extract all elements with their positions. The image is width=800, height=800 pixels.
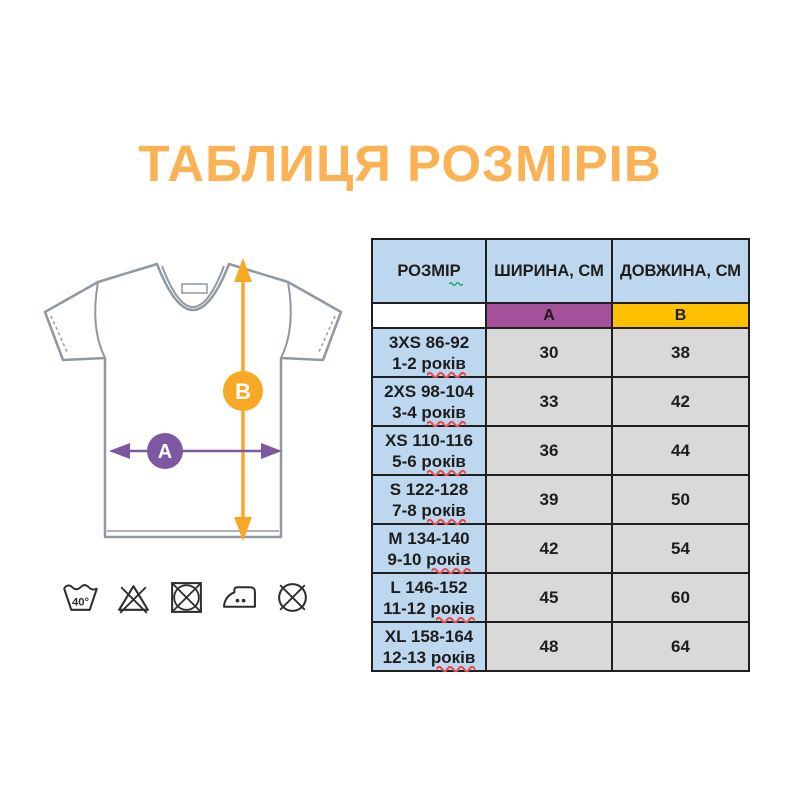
width-cell: 33 [485,376,613,427]
do-not-dry-clean-icon [278,583,307,612]
length-cell: 64 [611,621,750,672]
width-cell: 42 [485,523,613,574]
size-cell: L 146-152 11-12 років [371,572,487,623]
subheader-empty [371,302,487,329]
care-symbols: 40° [62,579,311,616]
width-cell: 30 [485,327,613,378]
width-cell: 48 [485,621,613,672]
table-header-row: РОЗМІР ШИРИНА, СМ ДОВЖИНА, СМ [371,238,750,304]
length-cell: 38 [611,327,750,378]
length-arrow: B [223,258,263,541]
length-cell: 54 [611,523,750,574]
do-not-bleach-icon [118,585,149,614]
tshirt-outline-drawing: B A [43,258,343,541]
length-cell: 42 [611,376,750,427]
table-row: S 122-128 7-8 років 39 50 [371,474,750,525]
header-size: РОЗМІР [371,238,487,304]
wash-40-icon: 40° [63,584,98,611]
size-table: РОЗМІР ШИРИНА, СМ ДОВЖИНА, СМ A B 3XS 86… [371,238,750,672]
subheader-a: A [485,302,613,329]
length-badge [223,371,263,411]
width-badge-label: A [158,441,172,463]
collar-inner-line [161,265,225,308]
right-cuff-stitch [317,315,336,355]
length-cell: 50 [611,474,750,525]
size-cell: XS 110-116 5-6 років [371,425,487,476]
length-badge-label: B [235,379,251,404]
header-length: ДОВЖИНА, СМ [611,238,750,304]
length-cell: 60 [611,572,750,623]
width-cell: 39 [485,474,613,525]
do-not-tumble-dry-icon [171,582,202,613]
wash-temp-label: 40° [72,597,90,609]
left-cuff-stitch [50,315,69,355]
iron-medium-icon [223,586,256,608]
length-cell: 44 [611,425,750,476]
size-cell: 3XS 86-92 1-2 років [371,327,487,378]
right-armhole-seam [280,281,292,359]
width-badge [147,433,183,469]
page-title: ТАБЛИЦЯ РОЗМІРІВ [138,135,662,192]
table-row: 2XS 98-104 3-4 років 33 42 [371,376,750,427]
tshirt-body [43,262,343,539]
table-row: M 134-140 9-10 років 42 54 [371,523,750,574]
width-arrow: A [109,433,282,469]
left-armhole-seam [94,281,106,359]
size-cell: XL 158-164 12-13 років [371,621,487,672]
size-cell: M 134-140 9-10 років [371,523,487,574]
subheader-b: B [611,302,750,329]
spellcheck-squiggle-icon [448,281,463,286]
tshirt-diagram: B A [35,248,351,548]
header-width: ШИРИНА, СМ [485,238,613,304]
size-cell: S 122-128 7-8 років [371,474,487,525]
table-row: XL 158-164 12-13 років 48 64 [371,621,750,672]
table-subheader-row: A B [371,302,750,329]
table-row: XS 110-116 5-6 років 36 44 [371,425,750,476]
width-cell: 36 [485,425,613,476]
table-row: 3XS 86-92 1-2 років 30 38 [371,327,750,378]
table-row: L 146-152 11-12 років 45 60 [371,572,750,623]
neck-label [181,283,208,294]
width-cell: 45 [485,572,613,623]
size-cell: 2XS 98-104 3-4 років [371,376,487,427]
